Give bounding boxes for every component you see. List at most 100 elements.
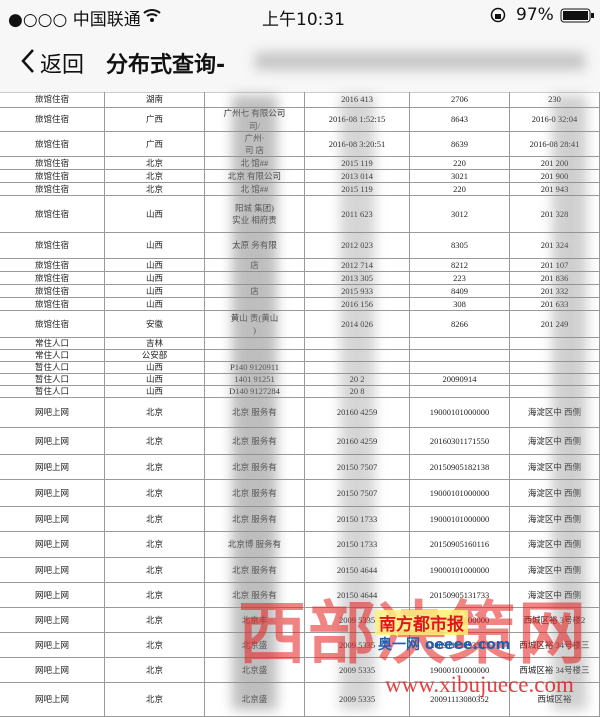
blur-strip [552, 95, 587, 710]
table-cell [410, 338, 510, 349]
table-cell: 8409 [410, 285, 510, 297]
table-row: 网吧上网北京北京 服务有20150 750719000101000000海淀区中… [0, 480, 600, 507]
table-cell: 常住人口 [0, 338, 105, 349]
table-cell: 3021 [410, 170, 510, 182]
battery-icon [560, 8, 594, 23]
table-cell: 网吧上网 [0, 507, 105, 531]
table-cell: 网吧上网 [0, 658, 105, 682]
table-cell: 20091113093505 [410, 633, 510, 657]
table-cell: 2012 714 [305, 259, 410, 271]
table-cell: 北京 [105, 183, 205, 195]
table-cell: 20 8 [305, 386, 410, 397]
table-cell: 2015 119 [305, 183, 410, 195]
table-cell: 旅馆住宿 [0, 259, 105, 271]
table-cell: 广西 [105, 132, 205, 156]
table-cell [410, 386, 510, 397]
table-cell: 20150905182138 [410, 455, 510, 479]
table-cell: 308 [410, 298, 510, 310]
table-cell: 19000101000000 [410, 480, 510, 506]
table-cell: 吉林 [105, 338, 205, 349]
table-row: 暂住人口山西P140 9120911 [0, 362, 600, 374]
battery-level: 97% [516, 5, 554, 25]
table-cell [205, 92, 305, 107]
table-cell: 2016 413 [305, 92, 410, 107]
table-cell: 220 [410, 157, 510, 169]
table-cell [305, 350, 410, 361]
table-cell: 20150 7507 [305, 480, 410, 506]
table-cell: 暂住人口 [0, 362, 105, 373]
table-cell: 旅馆住宿 [0, 183, 105, 195]
table-cell: 北京 [105, 428, 205, 454]
table-cell: 2011 623 [305, 196, 410, 232]
table-cell: 223 [410, 272, 510, 284]
table-row: 网吧上网北京北京 服务有20160 425920160301171550海淀区中… [0, 428, 600, 455]
table-cell: 19000101000000 [410, 658, 510, 682]
table-cell: 20150905160116 [410, 532, 510, 557]
table-cell: 网吧上网 [0, 633, 105, 657]
table-cell: 8266 [410, 311, 510, 337]
table-cell: 旅馆住宿 [0, 311, 105, 337]
carrier: ●○○○ 中国联通 [8, 10, 141, 30]
blur-strip [232, 95, 277, 710]
table-cell: 广西 [105, 108, 205, 131]
page-title: 分布式查询- [106, 53, 226, 78]
table-row: 旅馆住宿 山西 2016 156 308 201 633 [0, 298, 600, 311]
table-cell: 暂住人口 [0, 374, 105, 385]
table-cell: 北京 [105, 608, 205, 632]
table-cell: 山西 [105, 386, 205, 397]
table-cell [305, 338, 410, 349]
table-cell: 8643 [410, 108, 510, 131]
table-cell: 暂住人口 [0, 386, 105, 397]
table-cell: 北京 [105, 532, 205, 557]
lock-icon [490, 7, 506, 23]
table-cell: 2706 [410, 92, 510, 107]
table-row: 网吧上网北京北京 服务有20160 425919000101000000海淀区中… [0, 398, 600, 428]
back-chevron[interactable] [20, 48, 36, 74]
table-cell: 北京 [105, 583, 205, 607]
table-row: 网吧上网北京北京 服务有20150 173319000101000000海淀区中… [0, 507, 600, 532]
table-cell: 北京 [105, 455, 205, 479]
table-cell: 北京 [105, 480, 205, 506]
table-cell: 山西 [105, 259, 205, 271]
table-row: 网吧上网北京北京 服务有20150 750720150905182138海淀区中… [0, 455, 600, 480]
table-cell: 19000101000000 [410, 558, 510, 582]
table-cell: 20150 7507 [305, 455, 410, 479]
table-cell: 北京 [105, 398, 205, 427]
table-row: 旅馆住宿广西广州· 司 店2016-08 3:20:5186392016-08 … [0, 132, 600, 157]
table-cell: 20160 4259 [305, 398, 410, 427]
table-row: 常住人口 吉林 [0, 338, 600, 350]
table-cell: 山西 [105, 272, 205, 284]
time: 上午10:31 [262, 10, 345, 30]
table-row: 网吧上网北京北京博 服务有20150 173320150905160116海淀区… [0, 532, 600, 558]
table-cell: 20160301171550 [410, 428, 510, 454]
table-cell [410, 350, 510, 361]
table-cell [205, 350, 305, 361]
table-cell: 20150 4644 [305, 558, 410, 582]
table-cell: 2015 933 [305, 285, 410, 297]
back-button[interactable]: 返回 [40, 53, 85, 78]
blur-strip [340, 95, 375, 710]
table-cell: 山西 [105, 298, 205, 310]
table-cell: 20090914 [410, 374, 510, 385]
table-cell: 220 [410, 183, 510, 195]
blurred-title [255, 52, 585, 70]
table-cell: 北京 [105, 558, 205, 582]
table-cell: 2013 305 [305, 272, 410, 284]
table-cell: 旅馆住宿 [0, 298, 105, 310]
table-cell: 旅馆住宿 [0, 132, 105, 156]
table-cell: 网吧上网 [0, 558, 105, 582]
table-cell [410, 362, 510, 373]
nav-bar: 返回 分布式查询- [0, 30, 600, 93]
table-cell: 山西 [105, 285, 205, 297]
table-cell: 网吧上网 [0, 583, 105, 607]
table-cell: 安徽 [105, 311, 205, 337]
status-bar: ●○○○ 中国联通 上午10:31 97% [0, 0, 600, 30]
